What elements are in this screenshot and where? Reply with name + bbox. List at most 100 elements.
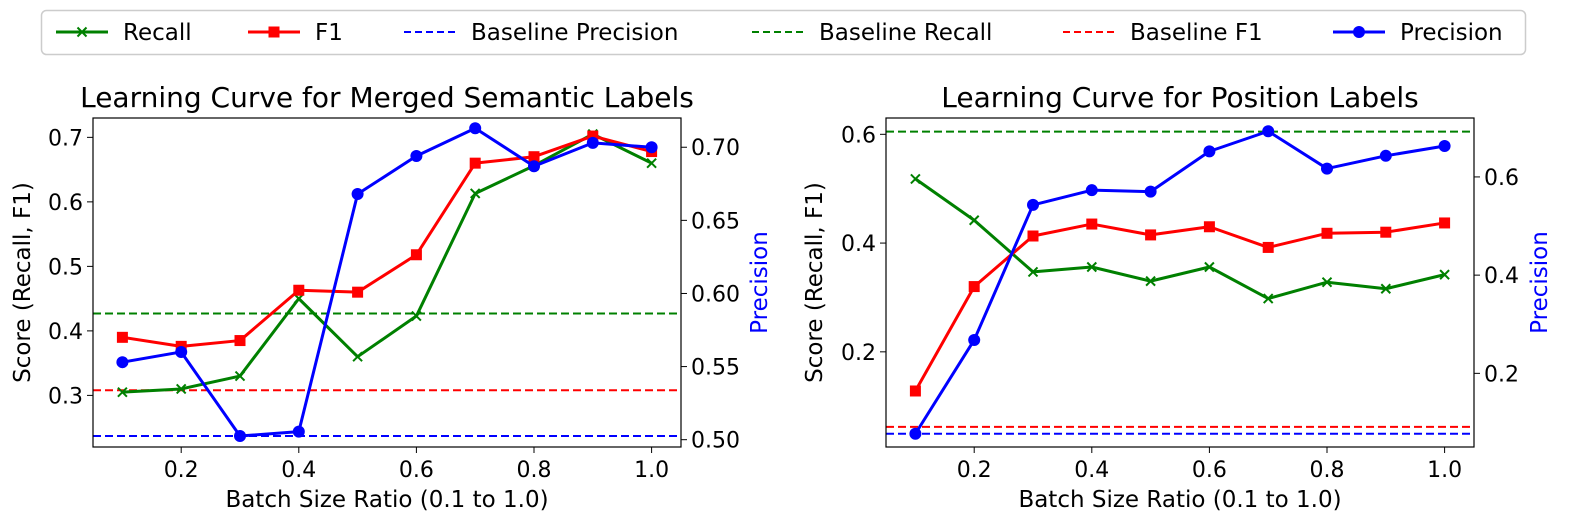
series-point-f1 <box>1086 218 1098 230</box>
x-tick-label: 0.6 <box>1192 458 1227 483</box>
x-tick-label: 1.0 <box>1427 458 1462 483</box>
legend-label-recall: Recall <box>123 20 192 46</box>
series-point-precision <box>586 136 599 149</box>
series-point-f1 <box>1321 227 1333 239</box>
series-point-f1 <box>1380 226 1392 238</box>
series-point-precision <box>1321 162 1333 175</box>
chart-merged-semantic-labels: Learning Curve for Merged Semantic Label… <box>10 81 773 513</box>
series-point-recall <box>469 188 481 199</box>
y-tick-label: 0.3 <box>48 384 83 409</box>
plot-frame <box>92 117 682 448</box>
series-line-recall <box>122 132 653 394</box>
y-right-axis-label: Precision <box>1527 231 1553 334</box>
series-point-f1 <box>909 385 921 397</box>
legend-marker-precision <box>1353 26 1365 38</box>
series-point-precision <box>175 345 188 358</box>
x-tick-label: 0.2 <box>957 458 992 483</box>
legend-frame <box>40 9 1527 56</box>
series-point-f1 <box>410 249 422 261</box>
series-point-recall <box>968 215 980 226</box>
series-point-precision <box>1379 149 1392 162</box>
chart-position-labels: Learning Curve for Position Labels 0.2 0.4… <box>802 81 1553 513</box>
series-point-precision <box>469 122 482 135</box>
legend-label-f1: F1 <box>315 20 343 46</box>
plot-area <box>886 125 1474 440</box>
series-point-f1 <box>1027 230 1039 242</box>
series-point-precision <box>1203 145 1216 158</box>
series-line-f1 <box>914 221 1445 392</box>
y-right-tick-label: 0.70 <box>691 136 740 161</box>
series-point-f1 <box>1203 221 1215 233</box>
y-right-tick-label: 0.4 <box>1484 264 1519 289</box>
series-point-f1 <box>968 281 980 293</box>
series-point-recall <box>910 173 921 185</box>
series-point-f1 <box>528 151 540 163</box>
series-point-recall <box>117 386 128 398</box>
legend-label-baseline-recall: Baseline Recall <box>819 20 992 46</box>
y-right-tick-label: 0.55 <box>691 356 740 381</box>
series-point-precision <box>909 427 922 440</box>
series-point-f1 <box>293 284 305 296</box>
x-tick-label: 1.0 <box>634 458 669 483</box>
x-tick-label: 0.8 <box>1310 458 1345 483</box>
series-point-recall <box>1380 283 1392 294</box>
series-point-f1 <box>116 331 128 343</box>
series-point-precision <box>116 356 129 369</box>
y-tick-label: 0.2 <box>841 341 876 366</box>
y-axis-label: Score (Recall, F1) <box>10 182 36 383</box>
series-point-recall <box>1027 266 1039 278</box>
series-point-precision <box>968 333 981 346</box>
series-line-precision <box>914 129 1445 435</box>
y-right-tick-label: 0.60 <box>691 282 740 307</box>
y-tick-label: 0.4 <box>48 320 83 345</box>
series-line-recall <box>914 177 1445 301</box>
series-point-recall <box>352 351 363 362</box>
series-point-recall <box>1321 277 1333 288</box>
y-tick-label: 0.4 <box>841 232 876 257</box>
legend: Recall F1 Baseline Precision Baseline Recal… <box>40 9 1527 56</box>
x-axis-label: Batch Size Ratio (0.1 to 1.0) <box>1018 487 1341 513</box>
legend-marker-recall <box>76 26 88 38</box>
series-point-recall <box>234 370 246 382</box>
series-point-f1 <box>1262 241 1274 253</box>
chart-title: Learning Curve for Position Labels <box>941 81 1418 114</box>
x-tick-label: 0.6 <box>399 458 434 483</box>
series-point-f1 <box>1439 217 1451 229</box>
series-point-recall <box>175 383 187 395</box>
series-point-f1 <box>234 335 246 347</box>
series-point-f1 <box>587 130 599 142</box>
legend-label-precision: Precision <box>1400 20 1503 46</box>
y-tick-label: 0.6 <box>48 191 83 216</box>
series-line-f1 <box>122 134 652 348</box>
y-tick-label: 0.6 <box>841 123 876 148</box>
series-point-recall <box>1086 261 1098 273</box>
y-right-tick-label: 0.6 <box>1484 166 1519 191</box>
series-point-recall <box>1439 269 1450 280</box>
x-tick-label: 0.4 <box>281 458 316 483</box>
x-tick-label: 0.4 <box>1074 458 1109 483</box>
series-point-recall <box>411 310 422 322</box>
legend-label-baseline-f1: Baseline F1 <box>1130 20 1263 46</box>
series-point-precision <box>1144 185 1157 198</box>
legend-label-baseline-precision: Baseline Precision <box>471 20 678 46</box>
series-point-precision <box>528 160 540 173</box>
series-point-precision <box>1085 184 1098 197</box>
series-point-precision <box>292 425 305 438</box>
series-point-recall <box>1204 261 1215 273</box>
series-point-precision <box>1438 139 1451 152</box>
series-point-f1 <box>469 157 481 169</box>
plot-frame <box>885 117 1475 448</box>
chart-title: Learning Curve for Merged Semantic Label… <box>80 81 694 114</box>
y-right-tick-label: 0.50 <box>691 429 740 454</box>
y-right-tick-label: 0.2 <box>1484 362 1519 387</box>
legend-marker-f1 <box>268 26 280 38</box>
series-point-precision <box>351 188 364 201</box>
y-right-tick-label: 0.65 <box>691 209 740 234</box>
series-point-f1 <box>352 286 364 298</box>
series-point-recall <box>1145 275 1156 287</box>
y-right-axis-label: Precision <box>747 231 773 334</box>
series-point-recall <box>646 157 657 169</box>
y-tick-label: 0.5 <box>48 255 83 280</box>
series-point-precision <box>1262 125 1275 138</box>
